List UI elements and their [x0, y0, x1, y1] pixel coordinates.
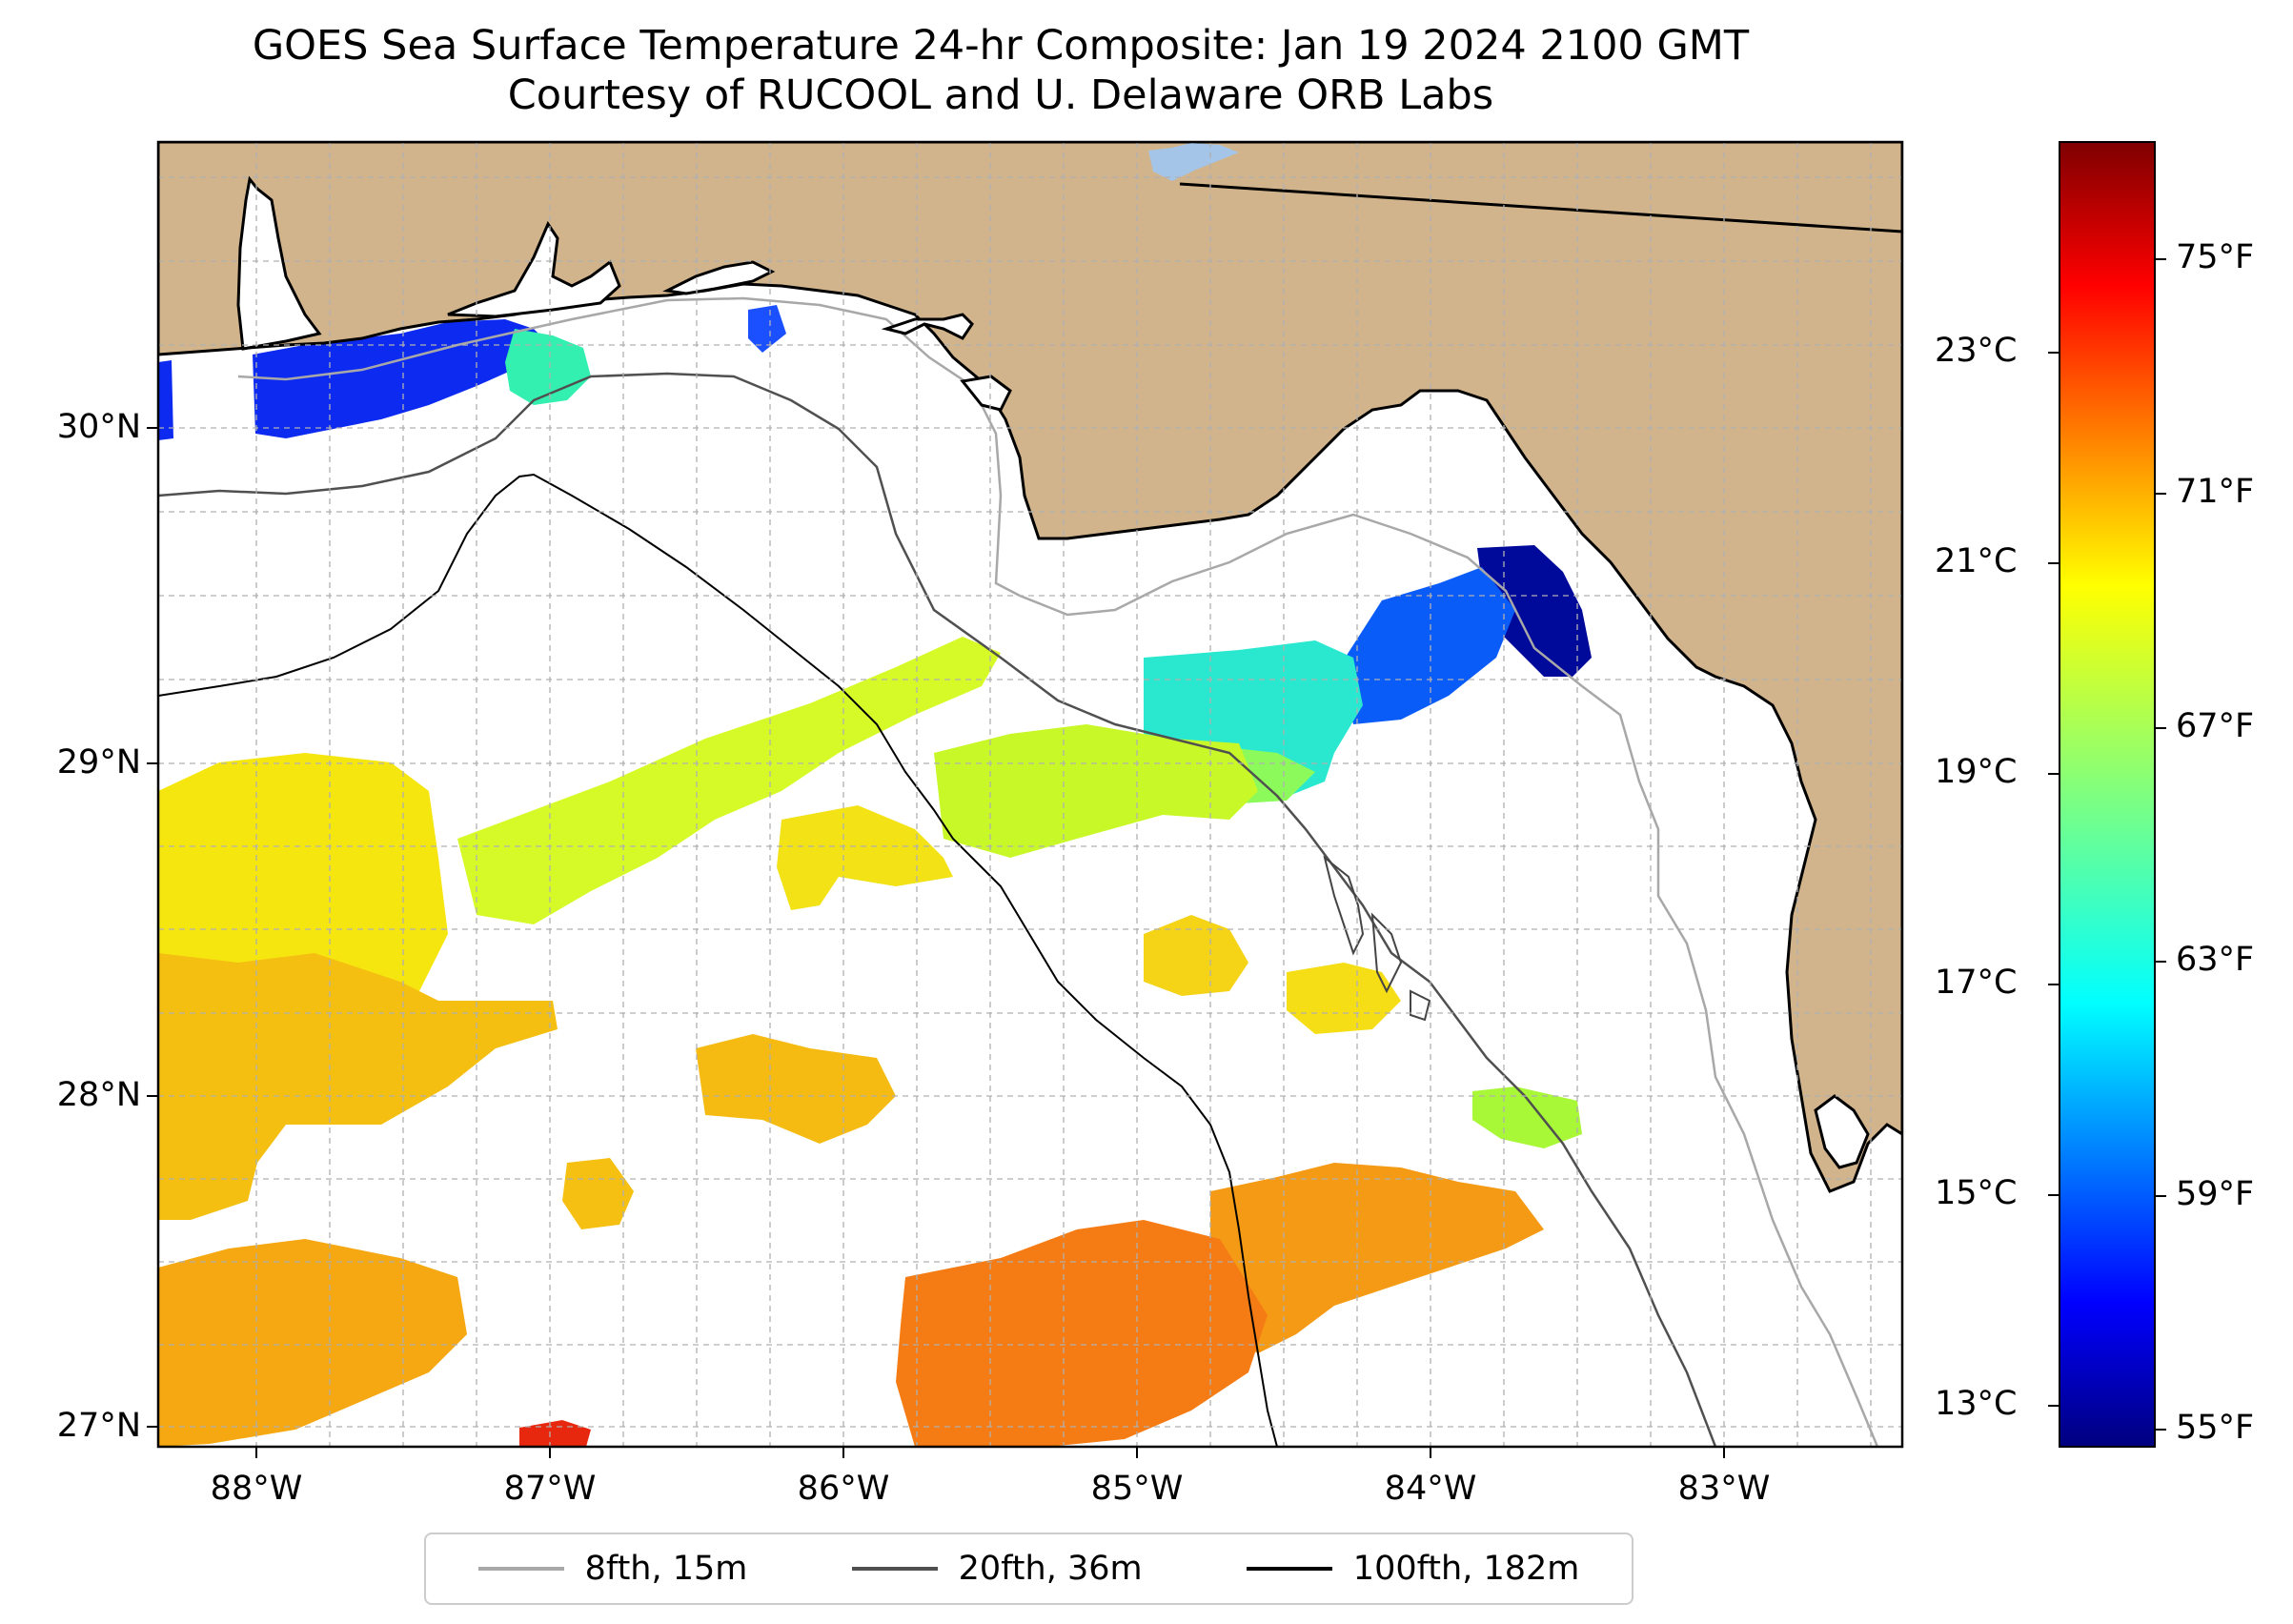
colorbar-f-label-75: 75°F: [2176, 238, 2255, 276]
colorbar-c-label-17: 17°C: [1935, 964, 2018, 1002]
lat-label-30: 30°N: [56, 408, 141, 446]
sst-patch-southwest-orange: [158, 1239, 467, 1447]
lon-label-83: 83°W: [1677, 1470, 1771, 1508]
axis-ticks: [147, 427, 1725, 1458]
colorbar-ticks: [2048, 258, 2166, 1431]
colorbar-f-label-67: 67°F: [2176, 707, 2255, 745]
choctawhatchee-bay: [662, 260, 776, 295]
sst-patch-central-orange: [696, 1034, 896, 1144]
legend-item-8fth: 8fth, 15m: [477, 1550, 748, 1588]
sst-patch-west-yellow: [158, 753, 448, 1010]
lake-seminole: [1148, 143, 1239, 181]
isobaths: [158, 296, 1879, 1447]
lat-label-27: 27°N: [56, 1407, 141, 1445]
colorbar-c-label-15: 15°C: [1935, 1174, 2018, 1212]
sst-patch-bigbend-deep: [1477, 545, 1592, 677]
st-andrew-bay: [881, 313, 974, 340]
lon-label-86: 86°W: [797, 1470, 890, 1508]
sst-patch-central-yellow: [777, 805, 953, 910]
colorbar-c-label-13: 13°C: [1935, 1385, 2018, 1423]
colorbar-c-label-23: 23°C: [1935, 332, 2018, 370]
map-frame: [156, 140, 1904, 1449]
sst-patch-mid-small-yellow-2: [1287, 963, 1401, 1034]
sst-patch-west-edge: [158, 360, 173, 440]
lon-label-84: 84°W: [1384, 1470, 1477, 1508]
lat-label-28: 28°N: [56, 1076, 141, 1114]
pensacola-bay: [447, 220, 621, 318]
lat-label-29: 29°N: [56, 743, 141, 782]
title-line-1: GOES Sea Surface Temperature 24-hr Compo…: [252, 22, 1750, 70]
sst-patch-midshelf-band: [457, 637, 1001, 924]
state-border: [1179, 182, 1902, 233]
isobath-20fth: [158, 372, 1717, 1447]
sst-patch-south-orange: [1210, 1163, 1544, 1353]
sst-patch-nearshore-west: [253, 319, 548, 438]
lon-label-88: 88°W: [210, 1470, 303, 1508]
isobath-legend: 8fth, 15m 20fth, 36m 100fth, 182m: [424, 1533, 1634, 1605]
lon-label-85: 85°W: [1090, 1470, 1184, 1508]
isobath-8fth: [237, 296, 1879, 1447]
sst-patch-apalachee-cyan: [1144, 640, 1363, 801]
sst-patch-south-deep-orange: [896, 1220, 1268, 1447]
colorbar-f-label-63: 63°F: [2176, 941, 2255, 979]
title-line-2: Courtesy of RUCOOL and U. Delaware ORB L…: [507, 71, 1494, 119]
legend-label-20fth: 20fth, 36m: [958, 1550, 1143, 1588]
sst-patch-mid-small-yellow: [1144, 915, 1248, 996]
tampa-bay: [1814, 1094, 1870, 1169]
chart-title: GOES Sea Surface Temperature 24-hr Compo…: [0, 21, 2001, 120]
sst-layer: [158, 305, 1592, 1447]
legend-swatch-8fth: [477, 1567, 564, 1571]
big-bend-islands: [1323, 855, 1431, 1022]
colorbar-c-label-19: 19°C: [1935, 753, 2018, 791]
gridlines: [158, 142, 1902, 1447]
legend-swatch-100fth: [1246, 1567, 1332, 1571]
sst-patch-midshelf-band-2: [934, 724, 1258, 858]
colorbar-c-label-21: 21°C: [1935, 542, 2018, 580]
lon-label-87: 87°W: [503, 1470, 597, 1508]
sst-patch-small-blue: [748, 305, 786, 353]
sst-patch-small-orange: [562, 1158, 634, 1229]
sst-patch-bigbend-blue: [1339, 567, 1515, 724]
colorbar-f-label-59: 59°F: [2176, 1175, 2255, 1213]
colorbar: [2059, 141, 2156, 1448]
apalachicola-bay: [960, 375, 1012, 412]
legend-label-100fth: 100fth, 182m: [1352, 1550, 1580, 1588]
sst-patch-west-orange: [158, 953, 558, 1220]
legend-item-20fth: 20fth, 36m: [851, 1550, 1143, 1588]
legend-item-100fth: 100fth, 182m: [1246, 1550, 1580, 1588]
colorbar-f-label-55: 55°F: [2176, 1409, 2255, 1447]
legend-label-8fth: 8fth, 15m: [584, 1550, 748, 1588]
colorbar-f-label-71: 71°F: [2176, 473, 2255, 511]
mobile-bay: [236, 175, 322, 351]
isobath-100fth: [158, 473, 1278, 1447]
legend-swatch-20fth: [851, 1567, 938, 1571]
